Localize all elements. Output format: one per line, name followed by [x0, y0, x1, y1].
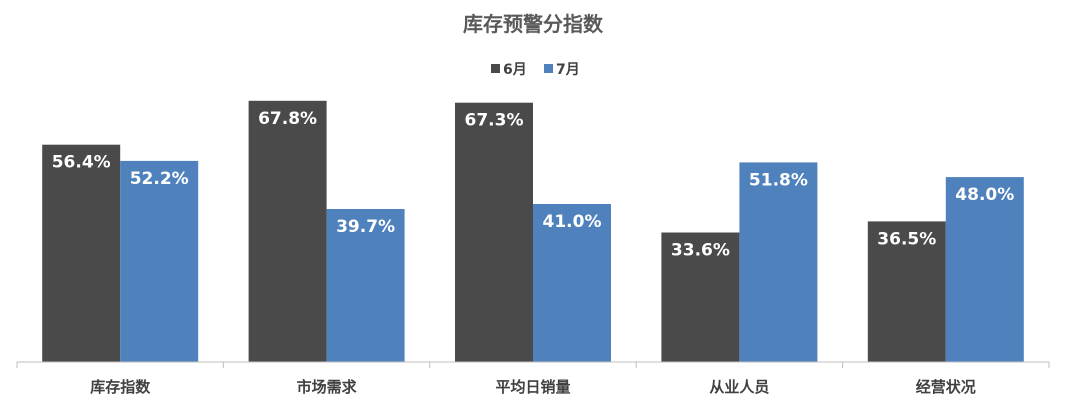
- data-label-june-3: 33.6%: [671, 241, 730, 261]
- legend-label-june: 6月: [503, 62, 527, 78]
- data-label-july-3: 51.8%: [749, 170, 808, 190]
- data-label-june-2: 67.3%: [465, 111, 524, 131]
- category-label-1: 市场需求: [297, 378, 358, 396]
- legend-swatch-july: [544, 64, 553, 73]
- bar-july-2: [533, 204, 611, 362]
- bars-group: [42, 100, 1024, 363]
- x-axis-ticks: [16, 362, 1050, 368]
- category-label-0: 库存指数: [90, 378, 151, 396]
- bar-june-1: [248, 100, 327, 363]
- category-label-3: 从业人员: [709, 378, 769, 396]
- bar-june-0: [42, 144, 121, 362]
- data-label-july-0: 52.2%: [130, 169, 189, 189]
- bar-june-2: [455, 102, 533, 362]
- value-labels-group: 56.4% 52.2% 67.8% 39.7% 67.3% 41.0% 33.6% 51.8%…: [52, 109, 1015, 261]
- legend: 6月 7月: [491, 62, 580, 78]
- category-label-4: 经营状况: [916, 378, 976, 396]
- bar-june-4: [867, 221, 946, 362]
- category-label-2: 平均日销量: [495, 378, 570, 396]
- bar-july-4: [945, 177, 1024, 362]
- bar-july-0: [120, 160, 199, 362]
- bar-july-1: [326, 209, 405, 362]
- data-label-june-1: 67.8%: [258, 109, 317, 129]
- data-label-july-4: 48.0%: [955, 185, 1014, 205]
- bar-june-3: [661, 232, 740, 362]
- data-label-june-4: 36.5%: [877, 229, 936, 249]
- chart-title: 库存预警分指数: [463, 12, 604, 36]
- data-label-june-0: 56.4%: [52, 153, 111, 173]
- legend-label-july: 7月: [556, 62, 580, 78]
- data-label-july-2: 41.0%: [543, 212, 602, 232]
- data-label-july-1: 39.7%: [336, 217, 395, 237]
- bar-july-3: [739, 162, 818, 362]
- legend-swatch-june: [491, 64, 500, 73]
- x-axis-labels: 库存指数 市场需求 平均日销量 从业人员 经营状况: [90, 378, 976, 396]
